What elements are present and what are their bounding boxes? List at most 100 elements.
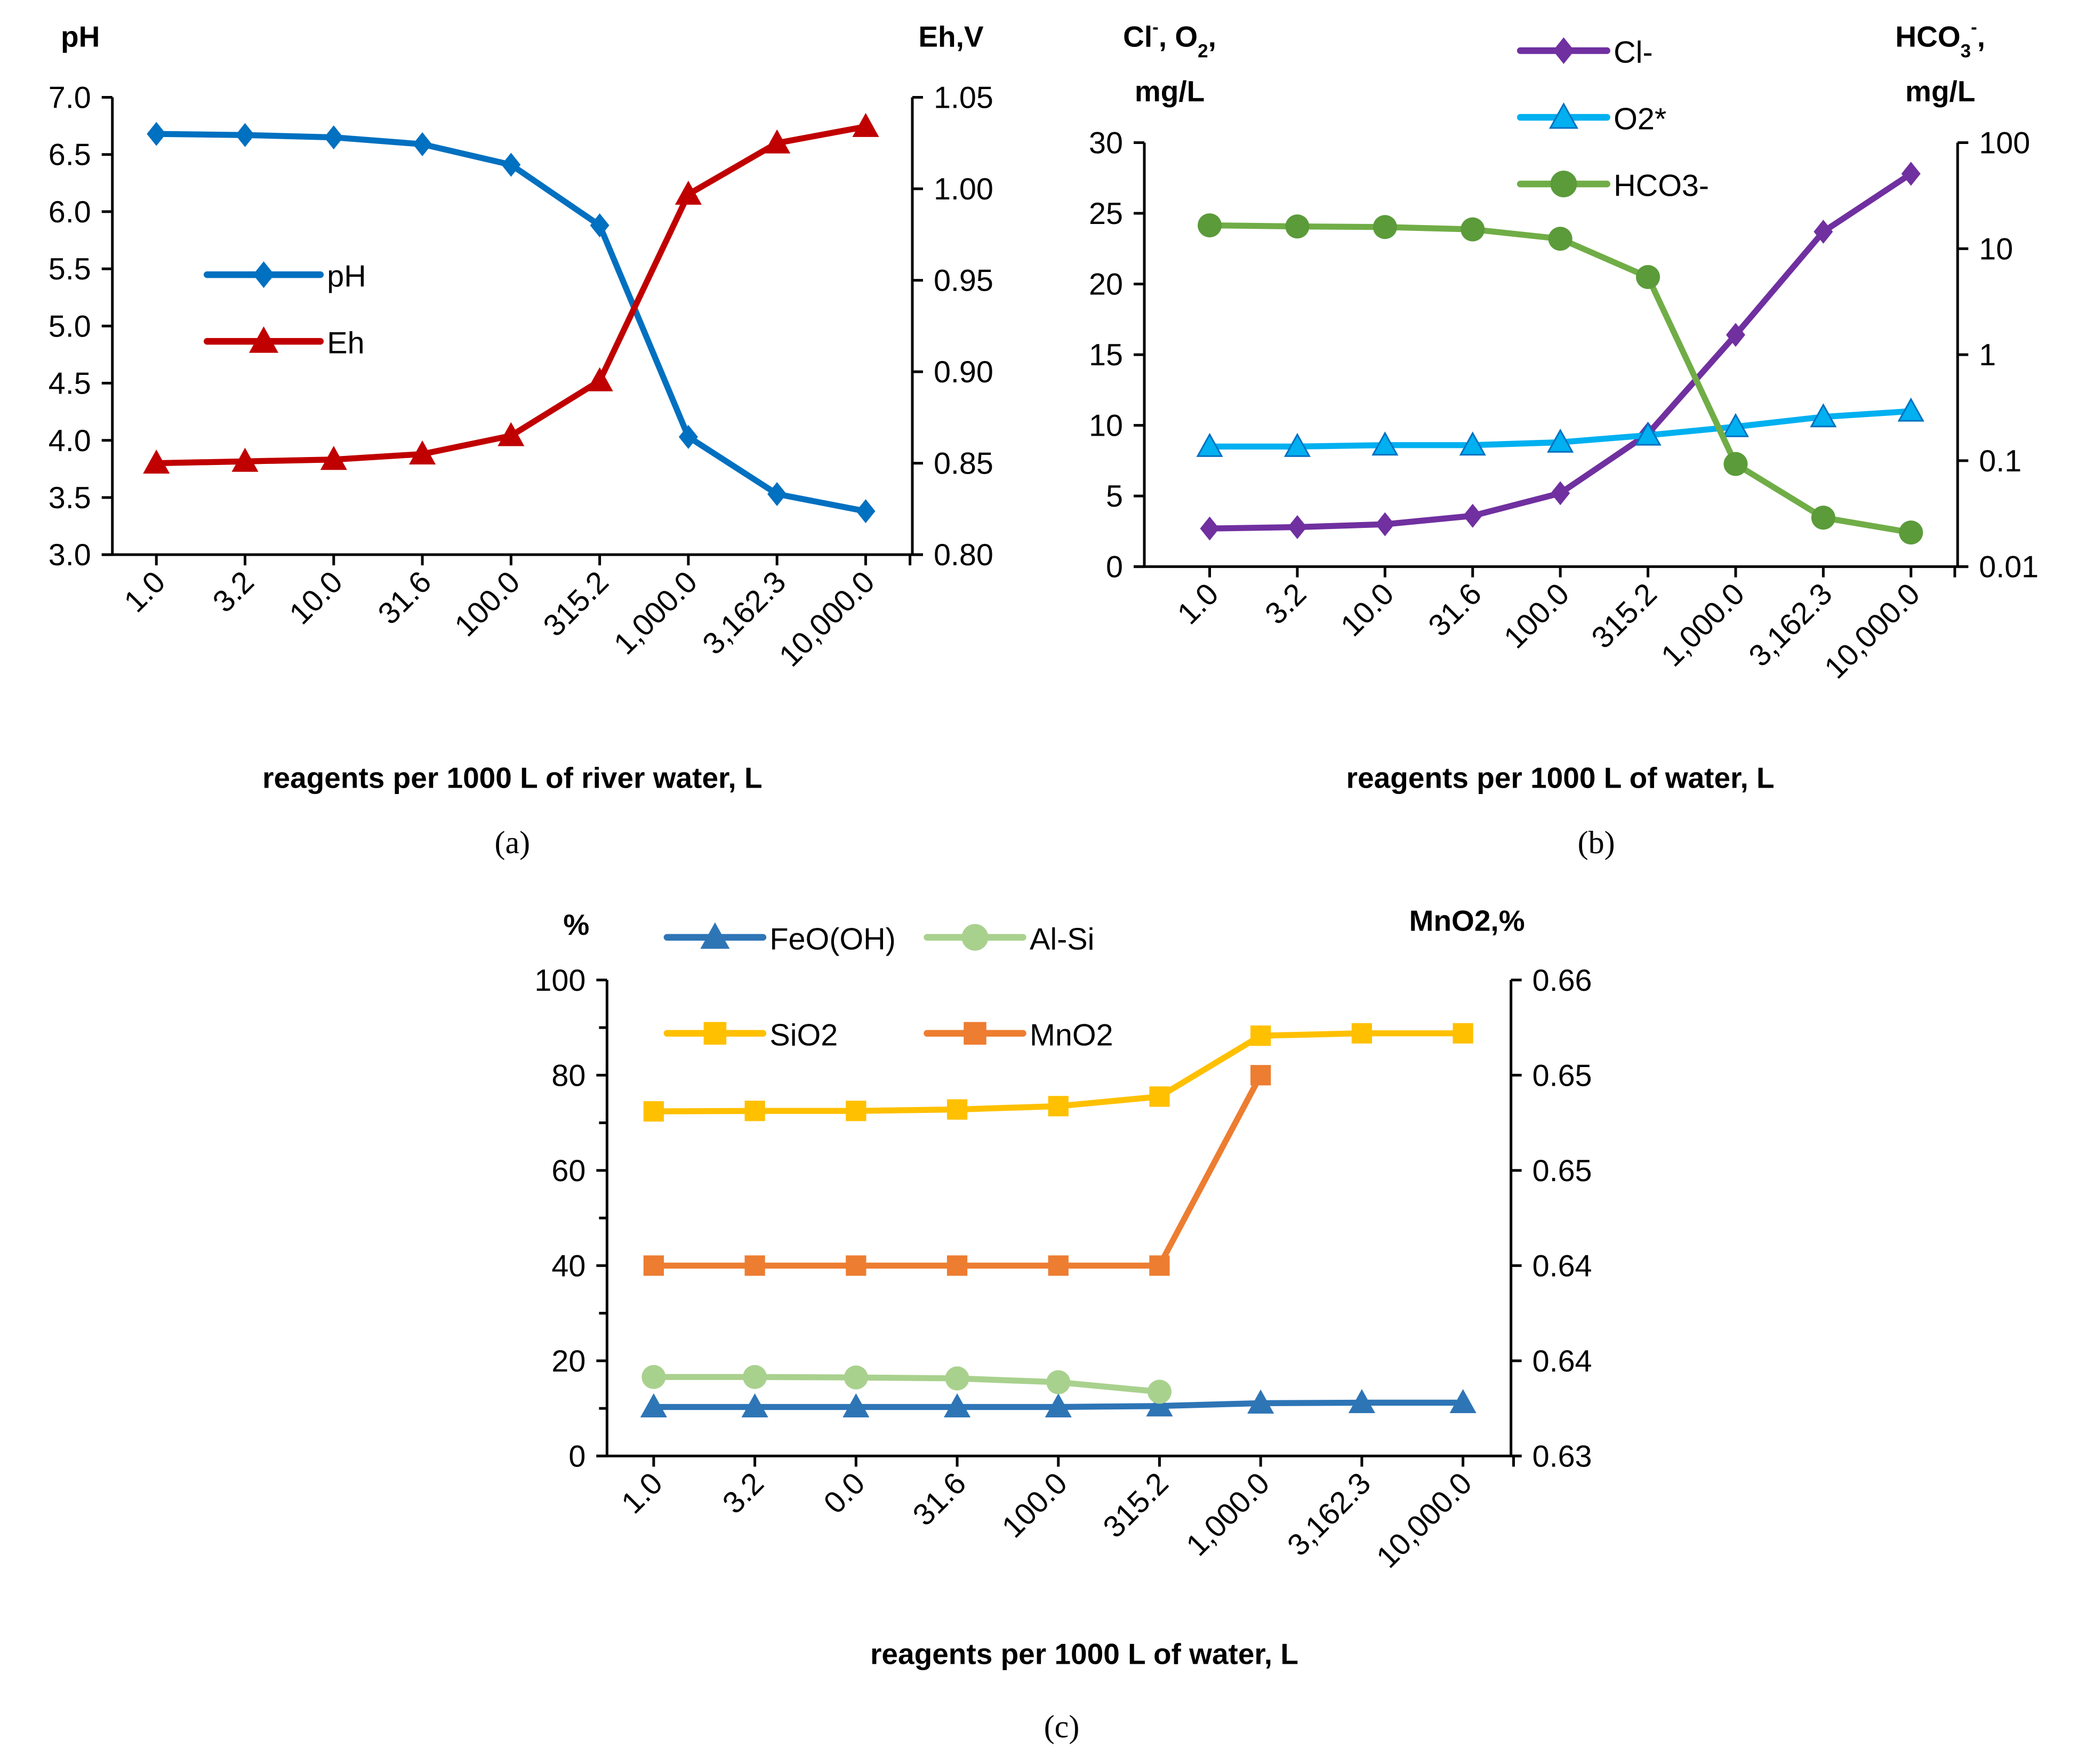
y-tick-label-left: 4.5 bbox=[49, 367, 91, 401]
data-point bbox=[1547, 428, 1574, 453]
y-axis-title-left: % bbox=[563, 908, 589, 941]
data-point bbox=[1897, 397, 1924, 422]
data-point bbox=[1371, 431, 1399, 456]
legend-marker-icon bbox=[961, 924, 989, 951]
data-point bbox=[1722, 413, 1749, 437]
y-tick-label-right: 0.66 bbox=[1533, 964, 1592, 998]
legend-label: Cl- bbox=[1614, 36, 1652, 70]
data-point bbox=[1726, 323, 1745, 347]
legend-item: HCO3- bbox=[1517, 169, 1709, 203]
data-point bbox=[320, 446, 347, 470]
y-tick-label-left: 40 bbox=[551, 1249, 585, 1283]
y-tick-label-right: 0.85 bbox=[934, 447, 993, 481]
data-point bbox=[856, 499, 876, 524]
y-tick-label-right: 0.1 bbox=[1979, 444, 2021, 478]
series-cl- bbox=[1200, 162, 1921, 541]
y-tick-label-left: 10 bbox=[1089, 409, 1123, 443]
y-tick-label-left: 25 bbox=[1089, 197, 1123, 231]
legend-item: O2* bbox=[1517, 102, 1666, 137]
y-tick-label-left: 0 bbox=[568, 1439, 585, 1473]
y-tick-label-right: 1 bbox=[1979, 338, 1996, 372]
data-point bbox=[764, 129, 791, 154]
data-point bbox=[1548, 227, 1572, 251]
data-point bbox=[231, 447, 259, 472]
data-point bbox=[1453, 1023, 1473, 1044]
legend-label: MnO2 bbox=[1030, 1018, 1113, 1052]
data-point bbox=[1459, 431, 1486, 456]
data-point bbox=[1045, 1393, 1072, 1417]
y-axis-title-right-unit: mg/L bbox=[1905, 75, 1975, 108]
data-point bbox=[1046, 1370, 1071, 1394]
title-part: Cl bbox=[1123, 20, 1152, 53]
y-tick-label-right: 10 bbox=[1979, 232, 2013, 266]
y-tick-label-left: 100 bbox=[534, 964, 585, 998]
series-o2- bbox=[1196, 397, 1924, 457]
x-axis-title: reagents per 1000 L of river water, L bbox=[262, 761, 762, 795]
chart-c-mineral-percent: 0 20 40 60 80 100 0.63 0.64 0.64 0.65 0.65 0.66 1.0 3… bbox=[534, 904, 1592, 1744]
data-point bbox=[641, 1365, 666, 1389]
y-tick-label-right: 0.80 bbox=[934, 538, 993, 572]
title-part: 2 bbox=[1198, 41, 1208, 62]
data-point bbox=[1149, 1255, 1170, 1276]
x-tick-label: 315.2 bbox=[537, 565, 615, 643]
series-hco3- bbox=[1198, 213, 1923, 545]
legend-label: Eh bbox=[327, 326, 364, 360]
series-line bbox=[653, 1374, 1160, 1395]
legend-item: SiO2 bbox=[663, 1018, 838, 1052]
data-point bbox=[1375, 512, 1395, 536]
series-al-si bbox=[641, 1365, 1172, 1404]
y-tick-label-left: 6.0 bbox=[49, 195, 91, 229]
y-tick-label-right: 0.64 bbox=[1533, 1249, 1592, 1283]
data-point bbox=[1247, 1389, 1274, 1414]
legend-item: Al-Si bbox=[924, 922, 1094, 956]
data-point bbox=[675, 180, 702, 205]
y-axis-title-left: pH bbox=[61, 20, 100, 53]
data-point bbox=[640, 1393, 667, 1417]
x-tick-label: 3.2 bbox=[1258, 577, 1313, 631]
x-tick-label: 10,000.0 bbox=[773, 565, 881, 673]
series-sio2 bbox=[643, 1023, 1473, 1122]
legend-label: HCO3- bbox=[1614, 169, 1709, 203]
y-axis-title-right: Eh,V bbox=[918, 20, 984, 53]
legend-marker-icon bbox=[964, 1022, 986, 1045]
data-point bbox=[586, 367, 613, 391]
data-point bbox=[1463, 503, 1482, 528]
data-point bbox=[846, 1101, 867, 1121]
y-tick-label-right: 0.63 bbox=[1533, 1439, 1592, 1473]
data-point bbox=[1285, 214, 1310, 239]
data-point bbox=[409, 440, 436, 464]
legend-marker-icon bbox=[253, 261, 275, 288]
legend-item: FeO(OH) bbox=[663, 922, 896, 956]
data-point bbox=[143, 450, 170, 474]
data-point bbox=[643, 1255, 664, 1276]
y-tick-label-left: 3.0 bbox=[49, 538, 91, 572]
data-point bbox=[767, 482, 787, 507]
data-point bbox=[1461, 217, 1485, 242]
legend-item: pH bbox=[204, 260, 366, 294]
y-tick-label-right: 1.00 bbox=[934, 172, 993, 206]
figure-caption: (a) bbox=[495, 825, 531, 860]
x-tick-label: 0.0 bbox=[817, 1466, 872, 1520]
data-point bbox=[1147, 1380, 1172, 1404]
data-point bbox=[1901, 162, 1921, 186]
legend-marker-icon bbox=[1549, 102, 1578, 129]
y-tick-label-left: 60 bbox=[551, 1154, 585, 1188]
y-tick-label-left: 3.5 bbox=[49, 481, 91, 515]
y-tick-label-left: 0 bbox=[1106, 550, 1123, 584]
data-point bbox=[1373, 215, 1397, 239]
data-point bbox=[235, 123, 255, 147]
y-tick-label-left: 20 bbox=[551, 1344, 585, 1378]
legend-marker-icon bbox=[1550, 171, 1577, 198]
title-part: HCO bbox=[1895, 20, 1960, 53]
x-tick-label: 1.0 bbox=[1171, 577, 1225, 631]
data-point bbox=[1810, 403, 1837, 428]
data-point bbox=[1048, 1255, 1069, 1276]
data-point bbox=[1198, 213, 1222, 238]
x-tick-label: 10,000.0 bbox=[1818, 577, 1927, 686]
data-point bbox=[1351, 1023, 1373, 1044]
series-feo-oh- bbox=[640, 1389, 1477, 1417]
chart-a-ph-eh: 3.0 3.5 4.0 4.5 5.0 5.5 6.0 6.5 7.0 0.80 0.85 0.90 0… bbox=[49, 20, 993, 861]
data-point bbox=[643, 1101, 664, 1122]
data-point bbox=[1899, 520, 1923, 545]
y-tick-label-left: 80 bbox=[551, 1059, 585, 1093]
